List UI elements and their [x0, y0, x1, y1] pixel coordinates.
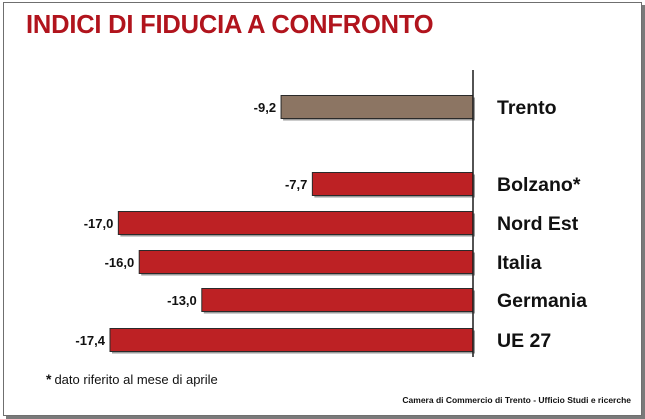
- bar-nord-est: [117, 211, 474, 235]
- value-label: -16,0: [105, 255, 135, 270]
- category-label: UE 27: [497, 330, 551, 352]
- bar-ue-27: [109, 328, 474, 352]
- footnote: * dato riferito al mese di aprile: [46, 371, 218, 387]
- bar-trento: [280, 95, 474, 119]
- category-label: Bolzano*: [497, 174, 581, 196]
- bar-germania: [201, 288, 474, 312]
- source-note: Camera di Commercio di Trento - Ufficio …: [402, 395, 631, 405]
- category-label: Germania: [497, 290, 587, 312]
- category-label: Italia: [497, 252, 542, 274]
- value-label: -13,0: [167, 293, 197, 308]
- footnote-text: dato riferito al mese di aprile: [54, 372, 218, 387]
- value-label: -9,2: [254, 100, 276, 115]
- bar-bolzano: [311, 172, 474, 196]
- value-label: -17,4: [75, 333, 105, 348]
- category-label: Trento: [497, 97, 557, 119]
- footnote-mark: *: [46, 371, 52, 387]
- value-label: -17,0: [84, 216, 114, 231]
- value-label: -7,7: [285, 177, 307, 192]
- bar-italia: [138, 250, 474, 274]
- category-label: Nord Est: [497, 213, 579, 235]
- chart-title: INDICI DI FIDUCIA A CONFRONTO: [26, 11, 434, 39]
